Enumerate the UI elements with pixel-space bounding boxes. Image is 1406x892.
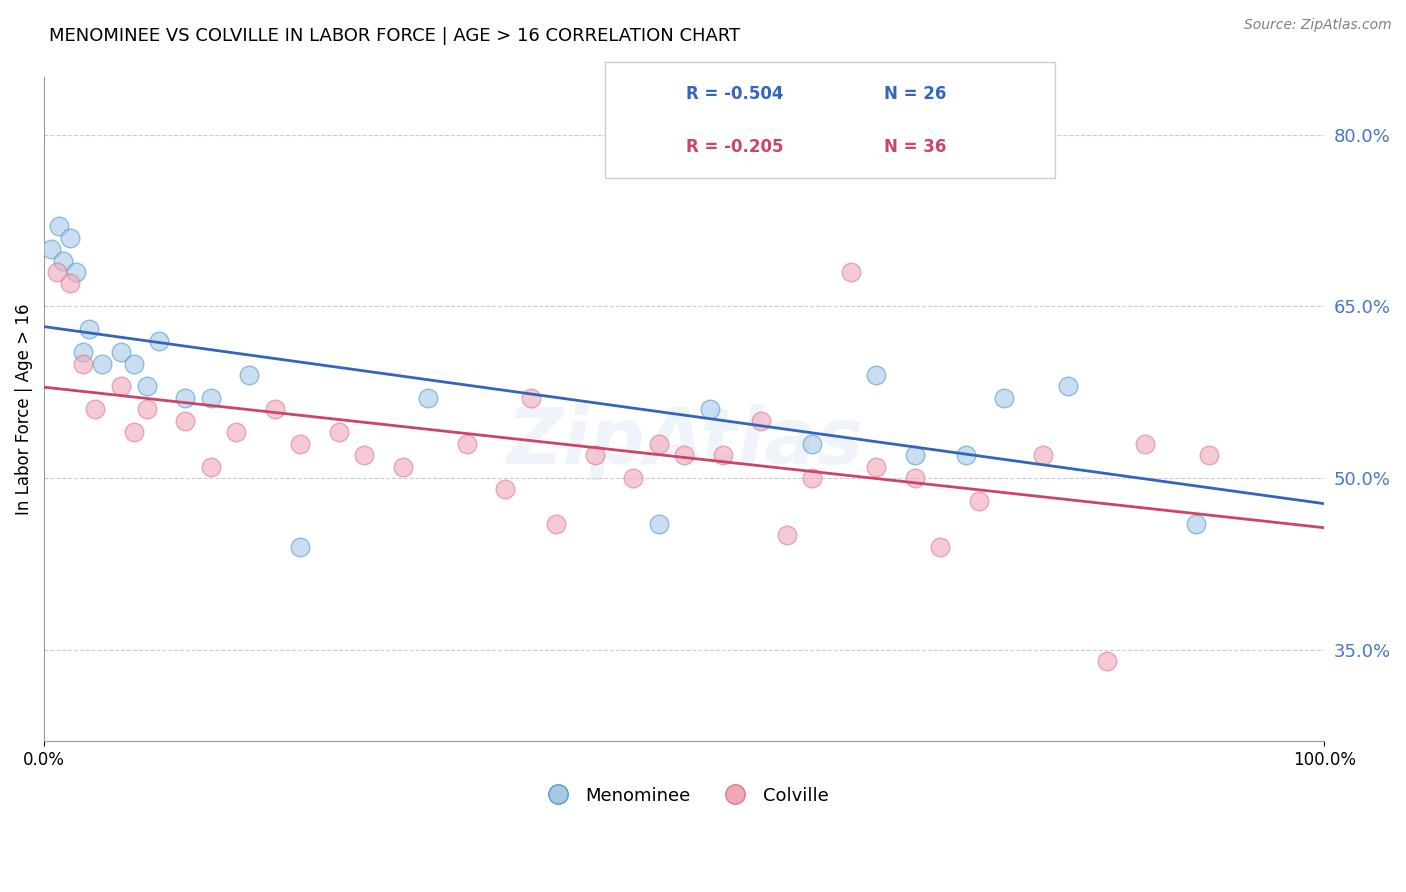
Point [135,402,157,417]
Point [45,265,67,279]
FancyBboxPatch shape [605,62,1054,178]
Point [200,459,222,474]
Point [839,265,862,279]
Point [77,322,100,336]
Point [72,345,94,359]
Point [494,483,516,497]
Point [110,345,132,359]
Point [174,414,197,428]
Point [72,357,94,371]
Point [519,391,541,405]
Point [238,368,260,382]
Point [1185,516,1208,531]
Point [749,414,772,428]
Text: N = 26: N = 26 [883,85,946,103]
Point [48,219,70,234]
Point [174,391,197,405]
Point [865,368,887,382]
Point [967,493,990,508]
FancyBboxPatch shape [613,77,668,112]
Point [1133,436,1156,450]
Point [135,379,157,393]
Text: N = 36: N = 36 [883,138,946,156]
Point [288,436,311,450]
Point [122,425,145,440]
Point [148,334,170,348]
Point [65,265,87,279]
Point [456,436,478,450]
Point [288,540,311,554]
Point [200,391,222,405]
Point [1198,448,1220,462]
Point [39,242,62,256]
Point [621,471,644,485]
Point [647,436,669,450]
Point [955,448,977,462]
Point [711,448,734,462]
Text: Source: ZipAtlas.com: Source: ZipAtlas.com [1244,18,1392,32]
Point [1031,448,1053,462]
Point [647,516,669,531]
Point [1095,654,1118,668]
Point [801,471,824,485]
Point [546,516,568,531]
Point [122,357,145,371]
Point [90,357,112,371]
Text: R = -0.504: R = -0.504 [686,85,783,103]
Point [929,540,952,554]
Point [328,425,350,440]
Point [391,459,413,474]
Point [903,448,925,462]
Point [673,448,696,462]
Point [59,277,82,291]
Y-axis label: In Labor Force | Age > 16: In Labor Force | Age > 16 [15,303,32,515]
Text: MENOMINEE VS COLVILLE IN LABOR FORCE | AGE > 16 CORRELATION CHART: MENOMINEE VS COLVILLE IN LABOR FORCE | A… [49,27,741,45]
Text: R = -0.205: R = -0.205 [686,138,783,156]
Point [775,528,797,542]
Point [903,471,925,485]
Point [84,402,107,417]
FancyBboxPatch shape [613,129,668,164]
Point [263,402,285,417]
Point [110,379,132,393]
Point [699,402,721,417]
Point [225,425,247,440]
Point [59,230,82,244]
Point [583,448,606,462]
Point [993,391,1015,405]
Point [52,253,75,268]
Text: ZipAtlas: ZipAtlas [506,404,863,481]
Point [1057,379,1080,393]
Legend: Menominee, Colville: Menominee, Colville [533,780,835,812]
Point [865,459,887,474]
Point [416,391,439,405]
Point [801,436,824,450]
Point [353,448,375,462]
